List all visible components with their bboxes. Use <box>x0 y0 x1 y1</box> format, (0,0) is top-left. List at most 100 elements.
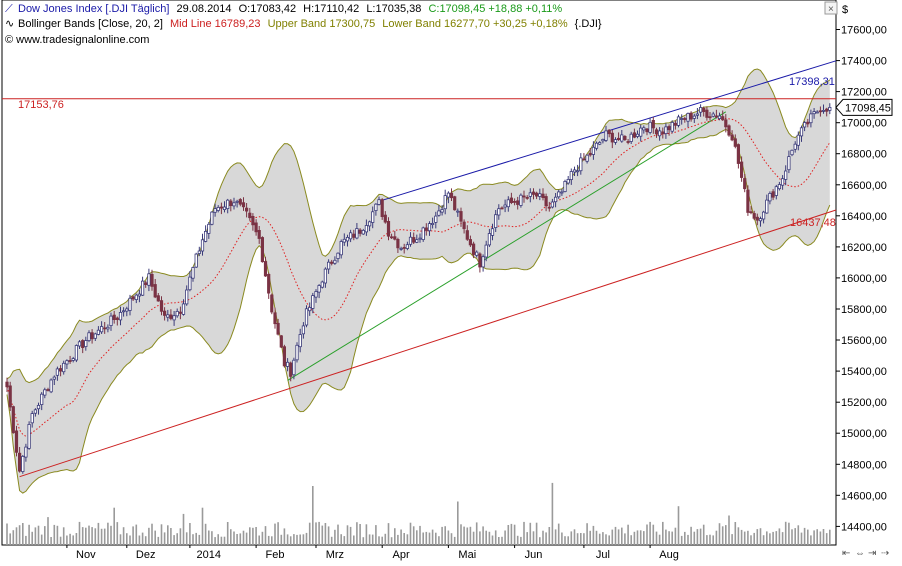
volume-bar <box>551 482 554 545</box>
candle <box>112 310 116 324</box>
candle <box>304 305 309 328</box>
volume-bar <box>639 530 642 545</box>
candle <box>150 269 154 291</box>
candle-body <box>465 230 469 240</box>
legend-line-2: Bollinger Bands [Close, 20, 2] Mid Line … <box>18 18 602 30</box>
candle-body <box>55 368 60 376</box>
candle <box>676 114 681 128</box>
candle-body <box>531 191 536 195</box>
candle <box>721 110 725 121</box>
upper-band-value: Upper Band 17300,75 <box>268 18 376 30</box>
candle <box>421 226 425 242</box>
scroll-left-icon[interactable]: ⇤ <box>842 548 850 559</box>
volume-bar <box>807 529 809 545</box>
volume-bar <box>816 529 818 545</box>
candle <box>298 328 302 353</box>
candle-body <box>781 178 785 186</box>
candle-body <box>658 130 662 137</box>
candle <box>122 307 126 317</box>
candle <box>226 198 230 214</box>
candle-body <box>96 329 100 335</box>
candle <box>21 455 25 474</box>
volume-bar <box>217 534 219 545</box>
candle-body <box>383 214 387 223</box>
candle-body <box>358 229 362 234</box>
volume-bar <box>614 526 617 545</box>
candle <box>87 330 91 343</box>
zoom-out-icon[interactable]: ⇥ <box>868 548 876 559</box>
candle <box>93 332 97 341</box>
volume-bar <box>122 527 125 545</box>
volume-bar <box>721 526 724 545</box>
candle <box>418 233 422 243</box>
candle <box>229 199 233 212</box>
candle-body <box>21 455 25 472</box>
candle-body <box>424 227 428 231</box>
candle <box>809 109 813 128</box>
volume-bar <box>249 527 251 545</box>
volume-bar <box>810 535 812 545</box>
volume-bar <box>69 533 71 545</box>
candle-body <box>453 196 457 211</box>
candle <box>317 284 321 299</box>
candle <box>134 293 138 304</box>
volume-bar <box>510 523 513 545</box>
time-tick-label: Dez <box>136 549 156 561</box>
candle <box>377 196 381 206</box>
scroll-expand-icon[interactable]: ⇔ <box>855 548 865 559</box>
time-tick-label: Mai <box>458 549 476 561</box>
volume-bar <box>800 532 803 545</box>
candle <box>276 318 280 336</box>
last-price-label: 17098,45 <box>845 102 891 114</box>
candle-body <box>109 315 113 327</box>
candle <box>541 188 545 201</box>
volume-bar <box>167 525 169 545</box>
price-tick-label: 17600,00 <box>841 25 887 37</box>
candle <box>17 447 22 473</box>
volume-bar <box>573 529 576 545</box>
candle <box>733 134 737 149</box>
candle-body <box>758 218 763 222</box>
volume-bar <box>488 531 491 545</box>
volume-bar <box>75 533 78 545</box>
candle <box>629 131 633 144</box>
volume-bar <box>740 529 743 545</box>
candle-body <box>711 113 715 117</box>
candle <box>333 256 337 265</box>
candle-body <box>77 341 82 347</box>
candle-body <box>33 409 38 414</box>
candle-body <box>27 423 31 449</box>
candle-body <box>181 303 186 315</box>
candle <box>667 124 671 136</box>
volume-bar <box>286 534 289 545</box>
candle <box>680 114 684 125</box>
candle <box>645 128 649 136</box>
candle <box>699 104 703 117</box>
candle-body <box>815 111 819 114</box>
candle <box>462 219 466 234</box>
volume-bar <box>299 534 301 545</box>
candle <box>371 206 375 229</box>
volume-bar <box>185 532 188 545</box>
volume-bar <box>532 531 535 545</box>
candle <box>588 148 592 157</box>
panel-close-button[interactable]: × <box>824 1 838 15</box>
candle <box>635 130 640 139</box>
candle-body <box>478 253 482 268</box>
horizontal-line-label: 17153,76 <box>18 99 64 111</box>
volume-bar <box>586 523 588 545</box>
volume-bar <box>390 537 393 545</box>
close-change-value: C:17098,45 +18,88 +0,11% <box>428 3 562 15</box>
candle <box>815 110 819 114</box>
candle <box>241 197 246 211</box>
candle <box>437 204 441 217</box>
candle <box>487 228 492 247</box>
candle-body <box>440 209 444 213</box>
high-value: H:17110,42 <box>303 3 359 15</box>
candle-body <box>500 207 504 210</box>
scroll-right-icon[interactable]: ⇢ <box>881 548 889 559</box>
candle-body <box>244 207 249 212</box>
volume-bar <box>261 531 264 545</box>
candle-body <box>528 192 532 197</box>
candle-body <box>49 379 53 393</box>
